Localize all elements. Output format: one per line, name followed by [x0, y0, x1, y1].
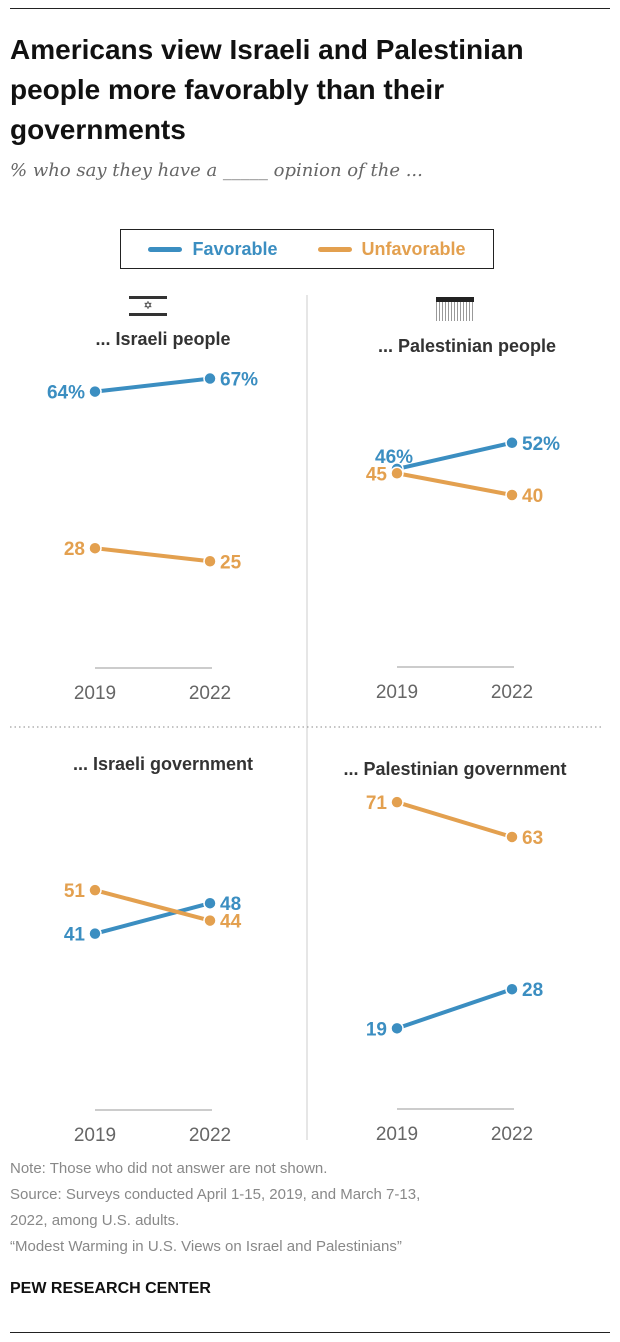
data-label: 28 [522, 980, 543, 1001]
source-cont: 2022, among U.S. adults. [10, 1212, 180, 1229]
data-label: 63 [522, 828, 543, 849]
data-point [203, 913, 217, 928]
israeli-flag-icon: ✡ [129, 296, 167, 316]
data-point [88, 541, 102, 555]
source: Source: Surveys conducted April 1-15, 20… [10, 1186, 421, 1203]
panel-title: ... Palestinian government [343, 759, 567, 779]
legend-swatch-favorable [148, 246, 183, 252]
x-tick-label: 2019 [74, 1125, 116, 1146]
data-label: 41 [64, 925, 86, 946]
top-rule [10, 8, 610, 9]
data-label: 19 [366, 1019, 387, 1040]
legend-favorable: Favorable [148, 238, 278, 260]
series-line-unfavorable [94, 888, 211, 923]
report-title: “Modest Warming in U.S. Views on Israel … [10, 1238, 402, 1255]
series-line-unfavorable [94, 546, 211, 564]
series-line-favorable [94, 376, 211, 394]
brand-logo: PEW RESEARCH CENTER [10, 1280, 211, 1297]
data-label: 45 [366, 464, 388, 485]
data-point [505, 830, 519, 844]
data-point [203, 371, 217, 386]
data-point [505, 488, 519, 502]
data-label: 64% [47, 383, 85, 404]
data-point [88, 384, 102, 399]
data-label: 67% [220, 370, 258, 391]
data-label: 52% [522, 434, 560, 455]
data-label: 46% [375, 447, 413, 468]
data-point [88, 883, 102, 897]
palestinian-flag-icon [436, 297, 474, 321]
panel-title: ... Israeli government [72, 754, 254, 774]
data-label: 44 [220, 912, 242, 933]
legend-label: Favorable [192, 238, 278, 259]
series-line-unfavorable [396, 800, 513, 839]
data-point [505, 982, 519, 996]
chart-title: Americans view Israeli and Palestinian p… [10, 34, 524, 145]
chart-subtitle: % who say they have a _____ opinion of t… [10, 160, 423, 181]
legend-label: Unfavorable [361, 238, 466, 259]
x-tick-label: 2019 [376, 682, 418, 703]
data-point [390, 795, 404, 809]
panel-title: ... Palestinian people [377, 336, 557, 356]
x-tick-label: 2022 [491, 1124, 533, 1145]
data-label: 25 [220, 552, 242, 573]
panel-title: ... Israeli people [95, 329, 231, 349]
series-line-favorable [396, 440, 513, 471]
data-point [390, 1021, 404, 1036]
data-point [88, 926, 102, 941]
legend-swatch-unfavorable [317, 246, 352, 252]
data-label: 71 [366, 793, 388, 814]
x-tick-label: 2022 [189, 683, 231, 704]
series-line-favorable [94, 901, 211, 936]
data-point [203, 554, 217, 568]
x-tick-label: 2019 [74, 683, 116, 704]
data-label: 40 [522, 486, 543, 507]
data-point [390, 466, 404, 480]
legend-unfavorable: Unfavorable [317, 238, 466, 260]
data-label: 48 [220, 894, 241, 915]
series-line-unfavorable [396, 471, 513, 497]
x-tick-label: 2022 [189, 1125, 231, 1146]
legend: Favorable Unfavorable [120, 229, 494, 269]
note: Note: Those who did not answer are not s… [10, 1160, 328, 1177]
data-label: 51 [64, 881, 86, 902]
x-tick-label: 2019 [376, 1124, 418, 1145]
series-line-favorable [396, 987, 513, 1031]
data-point [203, 896, 217, 910]
data-point [505, 436, 519, 450]
x-tick-label: 2022 [491, 682, 533, 703]
data-label: 28 [64, 539, 85, 560]
bottom-rule [10, 1332, 610, 1333]
